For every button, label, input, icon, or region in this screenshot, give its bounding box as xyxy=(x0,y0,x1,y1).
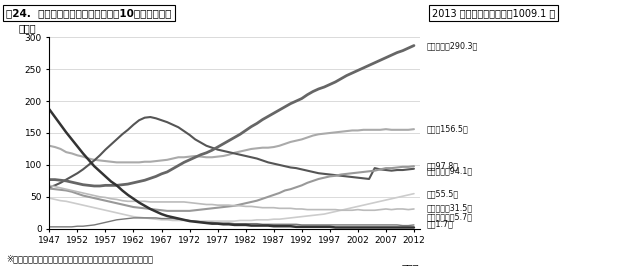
Text: （年）: （年） xyxy=(402,263,420,266)
Text: 老衲55.5人: 老衲55.5人 xyxy=(426,189,458,198)
Text: 2013 年の全死因死亡率＝1009.1 人: 2013 年の全死因死亡率＝1009.1 人 xyxy=(432,8,555,18)
Text: 結枱1.7人: 結枱1.7人 xyxy=(426,219,453,228)
Y-axis label: （人）: （人） xyxy=(19,23,36,34)
Text: 悪性新生物290.3人: 悪性新生物290.3人 xyxy=(426,41,478,50)
Text: 不慮の事敆31.5人: 不慮の事敆31.5人 xyxy=(426,204,473,213)
Text: 脳血管疾患94.1人: 脳血管疾患94.1人 xyxy=(426,166,473,175)
Text: ※「人口動態調査」（厚生労働省，平成２５年）より、筆者作成: ※「人口動態調査」（厚生労働省，平成２５年）より、筆者作成 xyxy=(6,254,153,263)
Text: 高血圧性疾患5.7人: 高血圧性疾患5.7人 xyxy=(426,213,473,222)
Text: 図24.  主な死因別死亡率推移（人口10万人当たり）: 図24. 主な死因別死亡率推移（人口10万人当たり） xyxy=(6,8,172,18)
Text: 肺炀97.8人: 肺炀97.8人 xyxy=(426,161,458,170)
Text: 心疾患156.5人: 心疾患156.5人 xyxy=(426,124,468,133)
